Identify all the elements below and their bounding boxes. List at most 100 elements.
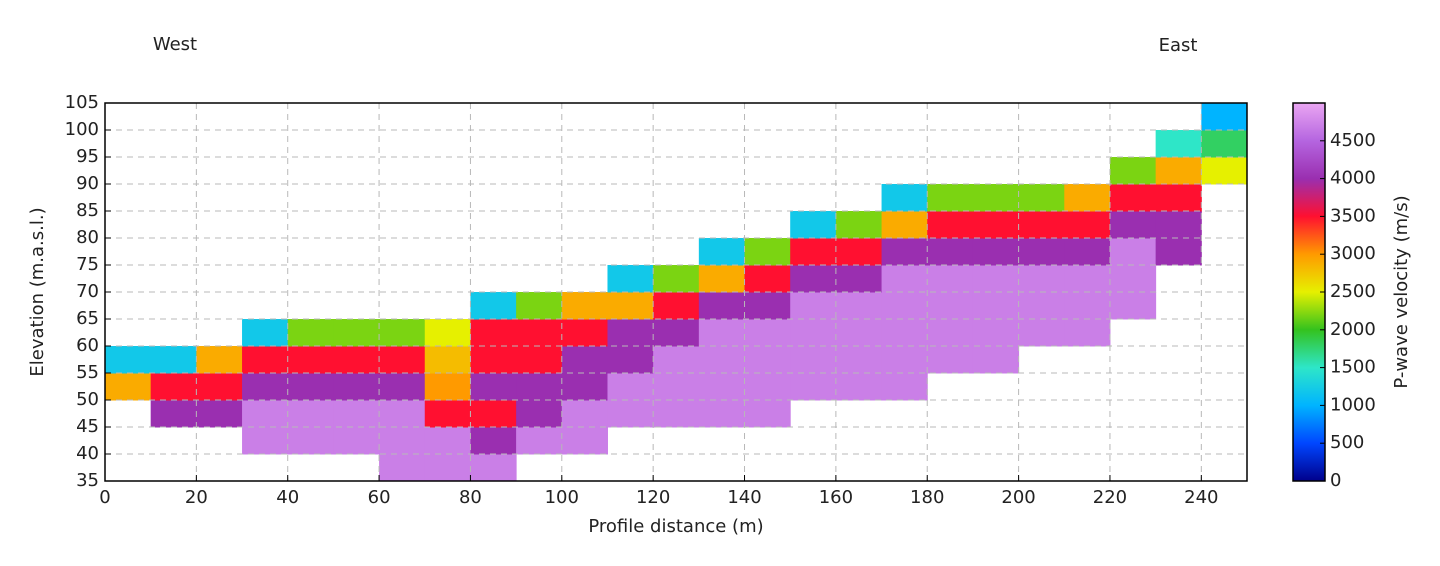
cell bbox=[1064, 319, 1111, 347]
cell bbox=[516, 292, 563, 320]
cell bbox=[1018, 238, 1065, 266]
cell bbox=[516, 400, 563, 428]
cell bbox=[972, 211, 1020, 239]
cell bbox=[196, 373, 243, 401]
y-tick-label: 45 bbox=[76, 416, 99, 437]
x-tick-label: 160 bbox=[819, 487, 853, 508]
cell bbox=[242, 427, 289, 455]
cell bbox=[790, 319, 837, 347]
cell bbox=[698, 238, 746, 266]
cell bbox=[1018, 319, 1065, 347]
cell bbox=[607, 292, 654, 320]
cell bbox=[1109, 265, 1157, 293]
cell bbox=[516, 373, 563, 401]
cell bbox=[516, 346, 563, 374]
cell bbox=[150, 373, 197, 401]
y-tick-label: 35 bbox=[76, 470, 99, 491]
cell bbox=[881, 211, 928, 239]
cell bbox=[972, 346, 1020, 374]
x-tick-label: 20 bbox=[185, 487, 208, 508]
cell bbox=[424, 373, 471, 401]
cell bbox=[333, 427, 380, 455]
annotation: East bbox=[1159, 35, 1198, 56]
cell bbox=[1155, 184, 1202, 212]
cell bbox=[470, 373, 517, 401]
cell bbox=[516, 427, 563, 455]
cell bbox=[379, 319, 426, 347]
cell bbox=[653, 292, 700, 320]
x-tick-label: 0 bbox=[99, 487, 110, 508]
cell bbox=[881, 292, 928, 320]
y-tick-label: 40 bbox=[76, 443, 99, 464]
cell bbox=[287, 346, 334, 374]
cell bbox=[287, 373, 334, 401]
colorbar-tick-label: 2000 bbox=[1330, 319, 1376, 340]
y-tick-label: 85 bbox=[76, 200, 99, 221]
cell bbox=[835, 211, 883, 239]
cell bbox=[927, 238, 974, 266]
cell bbox=[516, 319, 563, 347]
y-tick-label: 105 bbox=[65, 92, 99, 113]
cell bbox=[1064, 211, 1111, 239]
x-axis-label: Profile distance (m) bbox=[588, 516, 763, 537]
cell bbox=[333, 373, 380, 401]
colorbar bbox=[1292, 102, 1326, 482]
cell bbox=[242, 346, 289, 374]
cell bbox=[790, 373, 837, 401]
cell bbox=[972, 238, 1020, 266]
cell bbox=[790, 238, 837, 266]
x-tick-label: 220 bbox=[1093, 487, 1127, 508]
y-axis-label: Elevation (m.a.s.l.) bbox=[27, 207, 48, 376]
x-tick-label: 80 bbox=[459, 487, 482, 508]
cell bbox=[1018, 184, 1065, 212]
cell bbox=[698, 265, 746, 293]
cell bbox=[835, 265, 883, 293]
cell bbox=[607, 346, 654, 374]
cell bbox=[1155, 130, 1202, 158]
y-tick-label: 50 bbox=[76, 389, 99, 410]
cell bbox=[379, 373, 426, 401]
cell bbox=[1109, 184, 1157, 212]
cell bbox=[1155, 157, 1202, 185]
cell bbox=[150, 400, 197, 428]
axes: 0 20 40 60 80 100 120 140 160 180 200 220 240 35 40 45 5… bbox=[65, 92, 1248, 508]
cell bbox=[835, 319, 883, 347]
x-tick-label: 140 bbox=[727, 487, 761, 508]
cell bbox=[333, 346, 380, 374]
x-tick-label: 100 bbox=[545, 487, 579, 508]
x-tick-label: 200 bbox=[1001, 487, 1035, 508]
cell bbox=[698, 400, 746, 428]
cell bbox=[424, 454, 471, 482]
cell bbox=[105, 346, 152, 374]
cell bbox=[1064, 265, 1111, 293]
colorbar-tick-label: 3500 bbox=[1330, 205, 1376, 226]
cell bbox=[698, 373, 746, 401]
plot-frame bbox=[104, 102, 1248, 482]
colorbar-tick-label: 1500 bbox=[1330, 357, 1376, 378]
cell bbox=[470, 292, 517, 320]
y-tick-label: 55 bbox=[76, 362, 99, 383]
cell bbox=[744, 319, 791, 347]
cell bbox=[470, 346, 517, 374]
cell bbox=[927, 184, 974, 212]
cell bbox=[470, 427, 517, 455]
cell bbox=[287, 319, 334, 347]
cell bbox=[561, 292, 608, 320]
cell bbox=[607, 319, 654, 347]
y-tick-label: 80 bbox=[76, 227, 99, 248]
cell bbox=[927, 211, 974, 239]
cell bbox=[881, 373, 928, 401]
colorbar-tick-label: 4500 bbox=[1330, 130, 1376, 151]
cell bbox=[379, 427, 426, 455]
colorbar-label: P-wave velocity (m/s) bbox=[1391, 195, 1412, 388]
x-tick-label: 60 bbox=[368, 487, 391, 508]
cell bbox=[835, 292, 883, 320]
cell bbox=[470, 454, 517, 482]
cell bbox=[470, 400, 517, 428]
y-tick-label: 75 bbox=[76, 254, 99, 275]
cell bbox=[790, 292, 837, 320]
y-tick-label: 65 bbox=[76, 308, 99, 329]
cell bbox=[1109, 292, 1157, 320]
cell bbox=[1064, 184, 1111, 212]
